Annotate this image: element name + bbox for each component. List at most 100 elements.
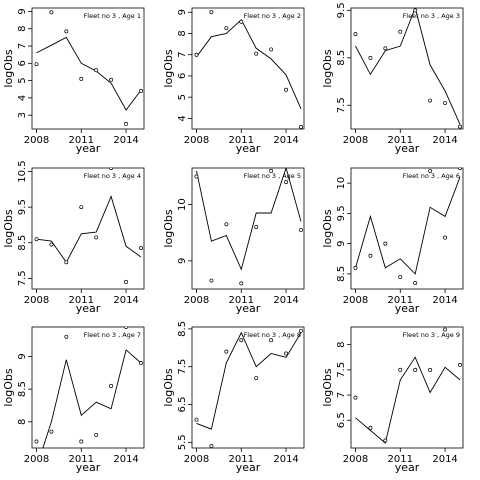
- y-tick-label: 9: [336, 240, 347, 246]
- observed-point: [428, 367, 433, 372]
- observed-point: [413, 281, 418, 285]
- observed-point: [64, 29, 69, 34]
- y-tick-label: 5.5: [177, 434, 188, 450]
- y-tick-label: 7.5: [177, 359, 188, 375]
- y-axis-label: logObs: [321, 209, 334, 247]
- observed-point: [269, 338, 274, 343]
- y-axis-label: logObs: [2, 49, 15, 87]
- observed-point: [209, 10, 214, 15]
- x-tick-label: 2011: [229, 135, 254, 146]
- observed-point: [194, 52, 199, 57]
- panel-age-1: 2008 2011 2014 3 4 5 6 7 8 9 year logObs Fleet no 3 …: [2, 7, 145, 155]
- observed-point: [413, 367, 418, 372]
- x-tick-label: 2014: [273, 295, 298, 306]
- observed-point: [64, 260, 69, 265]
- panel-title: Fleet no 3 , Age 8: [244, 331, 301, 339]
- observed-point: [224, 222, 229, 227]
- fitted-line: [355, 176, 461, 275]
- observed-point: [383, 438, 388, 443]
- x-tick-label: 2008: [343, 454, 368, 465]
- y-tick-label: 7: [177, 52, 188, 58]
- observed-point: [353, 32, 358, 37]
- x-tick-label: 2014: [432, 295, 457, 306]
- observed-point: [139, 89, 143, 93]
- x-tick-label: 2011: [69, 135, 94, 146]
- observed-point: [443, 235, 448, 240]
- observed-point: [209, 278, 214, 283]
- observed-point: [209, 444, 214, 448]
- y-tick-label: 10: [336, 177, 347, 190]
- observed-point: [299, 124, 303, 129]
- observed-point: [224, 349, 229, 354]
- observed-point: [368, 55, 373, 60]
- x-tick-label: 2014: [432, 135, 457, 146]
- observed-point: [428, 169, 433, 173]
- y-tick-label: 7: [17, 43, 28, 49]
- y-tick-label: 8: [177, 30, 188, 36]
- x-tick-label: 2008: [343, 295, 368, 306]
- y-tick-label: 8.5: [17, 235, 28, 251]
- plot-frame: [31, 167, 145, 290]
- y-tick-label: 9.5: [336, 205, 347, 221]
- observed-point: [428, 98, 433, 103]
- observed-point: [49, 429, 54, 434]
- plot-frame: [350, 167, 464, 290]
- observed-point: [49, 242, 54, 247]
- observed-point: [139, 361, 143, 365]
- x-tick-label: 2011: [229, 454, 254, 465]
- fitted-line: [355, 356, 461, 444]
- y-tick-label: 6: [17, 60, 28, 66]
- observed-point: [239, 19, 244, 24]
- y-tick-label: 7.5: [17, 270, 28, 286]
- panel-age-3: 2008 2011 2014 7.5 8.5 9.5 year logObs Fleet no …: [321, 2, 464, 155]
- fitted-line: [36, 195, 142, 264]
- observed-point: [94, 68, 99, 73]
- plot-frame: [350, 326, 464, 449]
- y-tick-label: 6: [177, 73, 188, 79]
- observed-point: [124, 121, 129, 126]
- x-axis-label: year: [236, 461, 261, 474]
- observed-point: [269, 47, 274, 52]
- y-tick-label: 7.5: [336, 97, 347, 113]
- observed-point: [458, 124, 462, 129]
- fitted-line: [42, 349, 142, 448]
- y-tick-label: 9.5: [336, 2, 347, 18]
- observed-point: [124, 327, 129, 329]
- observed-point: [239, 281, 244, 286]
- x-tick-label: 2014: [113, 295, 138, 306]
- y-axis-label: logObs: [321, 49, 334, 87]
- y-tick-label: 9: [177, 9, 188, 15]
- plot-frame: [31, 326, 145, 449]
- observed-point: [139, 246, 143, 251]
- observed-point: [458, 362, 462, 367]
- observed-point: [413, 8, 418, 13]
- x-tick-label: 2014: [113, 135, 138, 146]
- x-tick-label: 2011: [229, 295, 254, 306]
- x-tick-label: 2008: [24, 135, 49, 146]
- y-tick-label: 10: [177, 198, 188, 211]
- y-tick-label: 7: [336, 392, 347, 398]
- y-axis-label: logObs: [2, 209, 15, 247]
- panel-age-8: 2008 2011 2014 5.5 6.5 7.5 8.5 year logObs Fleet …: [162, 321, 305, 474]
- y-axis-label: logObs: [162, 49, 175, 87]
- y-axis-label: logObs: [2, 368, 15, 406]
- panel-age-7: 2008 2011 2014 8 8.5 9 year logObs Fleet no 3 , …: [2, 326, 145, 474]
- panel-title: Fleet no 3 , Age 5: [244, 172, 301, 180]
- observed-point: [49, 10, 54, 15]
- x-tick-label: 2014: [113, 454, 138, 465]
- panel-age-2: 2008 2011 2014 4 5 6 7 8 9 year logObs Fleet no 3 ,…: [162, 7, 305, 155]
- x-axis-label: year: [76, 461, 101, 474]
- x-tick-label: 2014: [432, 454, 457, 465]
- y-tick-label: 10.5: [17, 160, 28, 182]
- observed-point: [284, 351, 289, 356]
- y-tick-label: 6.5: [336, 412, 347, 428]
- x-axis-label: year: [395, 461, 420, 474]
- y-tick-label: 8: [336, 341, 347, 347]
- observed-point: [443, 100, 448, 105]
- observed-point: [353, 265, 358, 270]
- plot-frame: [191, 7, 305, 130]
- observed-point: [224, 26, 229, 31]
- plot-frame: [191, 326, 305, 449]
- observed-point: [254, 225, 259, 230]
- x-tick-label: 2014: [273, 135, 298, 146]
